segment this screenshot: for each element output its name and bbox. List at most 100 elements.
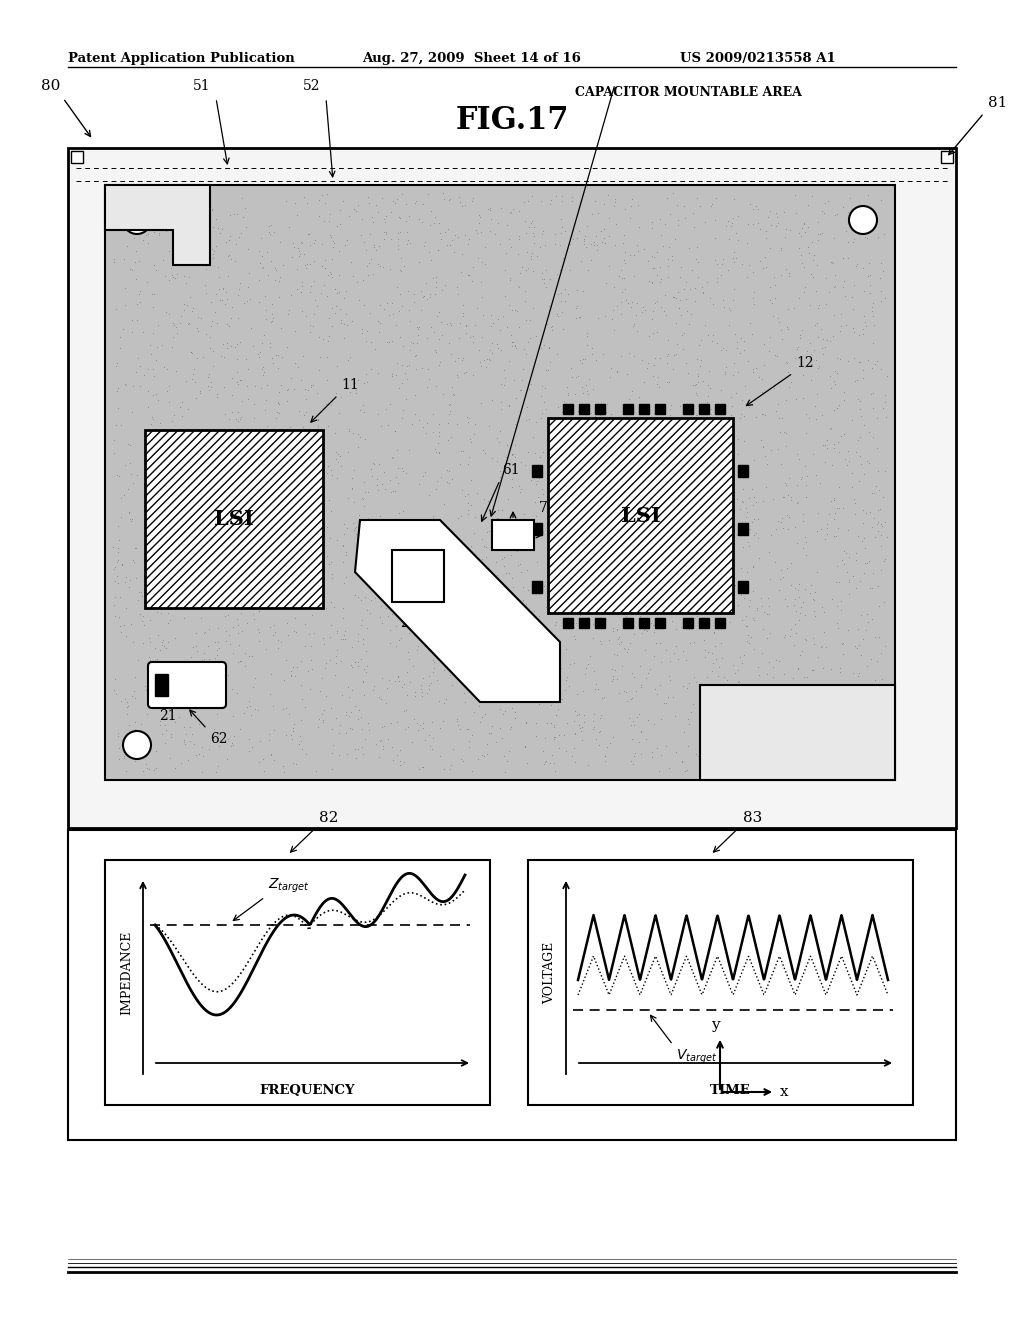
Point: [460, 453, 476, 474]
Point: [580, 259, 596, 280]
Point: [557, 279, 573, 300]
Point: [338, 701, 354, 722]
Point: [350, 709, 367, 730]
Point: [442, 755, 459, 776]
Point: [378, 583, 394, 605]
Point: [438, 313, 455, 334]
Point: [338, 722, 354, 743]
Point: [575, 228, 592, 249]
Point: [798, 718, 814, 739]
Point: [586, 717, 602, 738]
Point: [374, 473, 390, 494]
Point: [175, 731, 191, 752]
Point: [499, 665, 515, 686]
Point: [238, 528, 254, 549]
Point: [530, 512, 547, 533]
Point: [636, 521, 652, 543]
Point: [354, 395, 371, 416]
Point: [305, 421, 322, 442]
Point: [866, 750, 883, 771]
Point: [742, 313, 759, 334]
Point: [435, 710, 452, 731]
Point: [246, 393, 262, 414]
Point: [196, 532, 212, 553]
Point: [829, 556, 846, 577]
Point: [431, 718, 447, 739]
Point: [615, 399, 632, 420]
Point: [262, 337, 279, 358]
Point: [163, 562, 179, 583]
Point: [278, 528, 294, 549]
Point: [842, 187, 858, 209]
Point: [195, 214, 211, 235]
Point: [588, 539, 604, 560]
Point: [326, 236, 342, 257]
Point: [658, 352, 675, 374]
Point: [660, 548, 677, 569]
Point: [528, 713, 545, 734]
Point: [246, 587, 262, 609]
Point: [797, 605, 813, 626]
Point: [188, 317, 205, 338]
Point: [517, 290, 534, 312]
Point: [336, 288, 352, 309]
Point: [642, 500, 658, 521]
Point: [111, 748, 127, 770]
Point: [709, 253, 725, 275]
Point: [508, 529, 524, 550]
Point: [142, 413, 159, 434]
Point: [739, 213, 756, 234]
Point: [238, 562, 254, 583]
Point: [699, 392, 716, 413]
Point: [744, 554, 761, 576]
Point: [205, 341, 221, 362]
Point: [545, 635, 561, 656]
Point: [141, 647, 158, 668]
Point: [236, 470, 252, 491]
Point: [282, 474, 298, 495]
Point: [258, 300, 274, 321]
Point: [755, 491, 771, 512]
Point: [724, 717, 740, 738]
Point: [742, 193, 759, 214]
Point: [306, 289, 323, 310]
Point: [593, 426, 609, 447]
Point: [314, 704, 331, 725]
Point: [760, 754, 776, 775]
Point: [597, 272, 613, 293]
Point: [392, 754, 409, 775]
Point: [455, 440, 471, 461]
Point: [846, 228, 862, 249]
Point: [201, 364, 217, 385]
Point: [407, 589, 423, 610]
Point: [449, 708, 465, 729]
Point: [753, 743, 769, 764]
Point: [818, 636, 835, 657]
Point: [516, 504, 532, 525]
Point: [167, 222, 183, 243]
Point: [460, 719, 476, 741]
Point: [481, 350, 498, 371]
Point: [844, 477, 860, 498]
Point: [206, 718, 222, 739]
Point: [663, 395, 679, 416]
Point: [554, 689, 570, 710]
Point: [823, 659, 840, 680]
Point: [266, 750, 283, 771]
Point: [623, 195, 639, 216]
Point: [229, 371, 246, 392]
Point: [631, 731, 647, 752]
Point: [667, 705, 683, 726]
Point: [233, 651, 250, 672]
Point: [474, 286, 490, 308]
Point: [412, 605, 428, 626]
Point: [358, 564, 375, 585]
Point: [281, 704, 297, 725]
Point: [647, 466, 664, 487]
Point: [581, 368, 597, 389]
Point: [802, 333, 818, 354]
Point: [307, 595, 324, 616]
Point: [388, 615, 404, 636]
Point: [624, 686, 640, 708]
Point: [360, 713, 377, 734]
